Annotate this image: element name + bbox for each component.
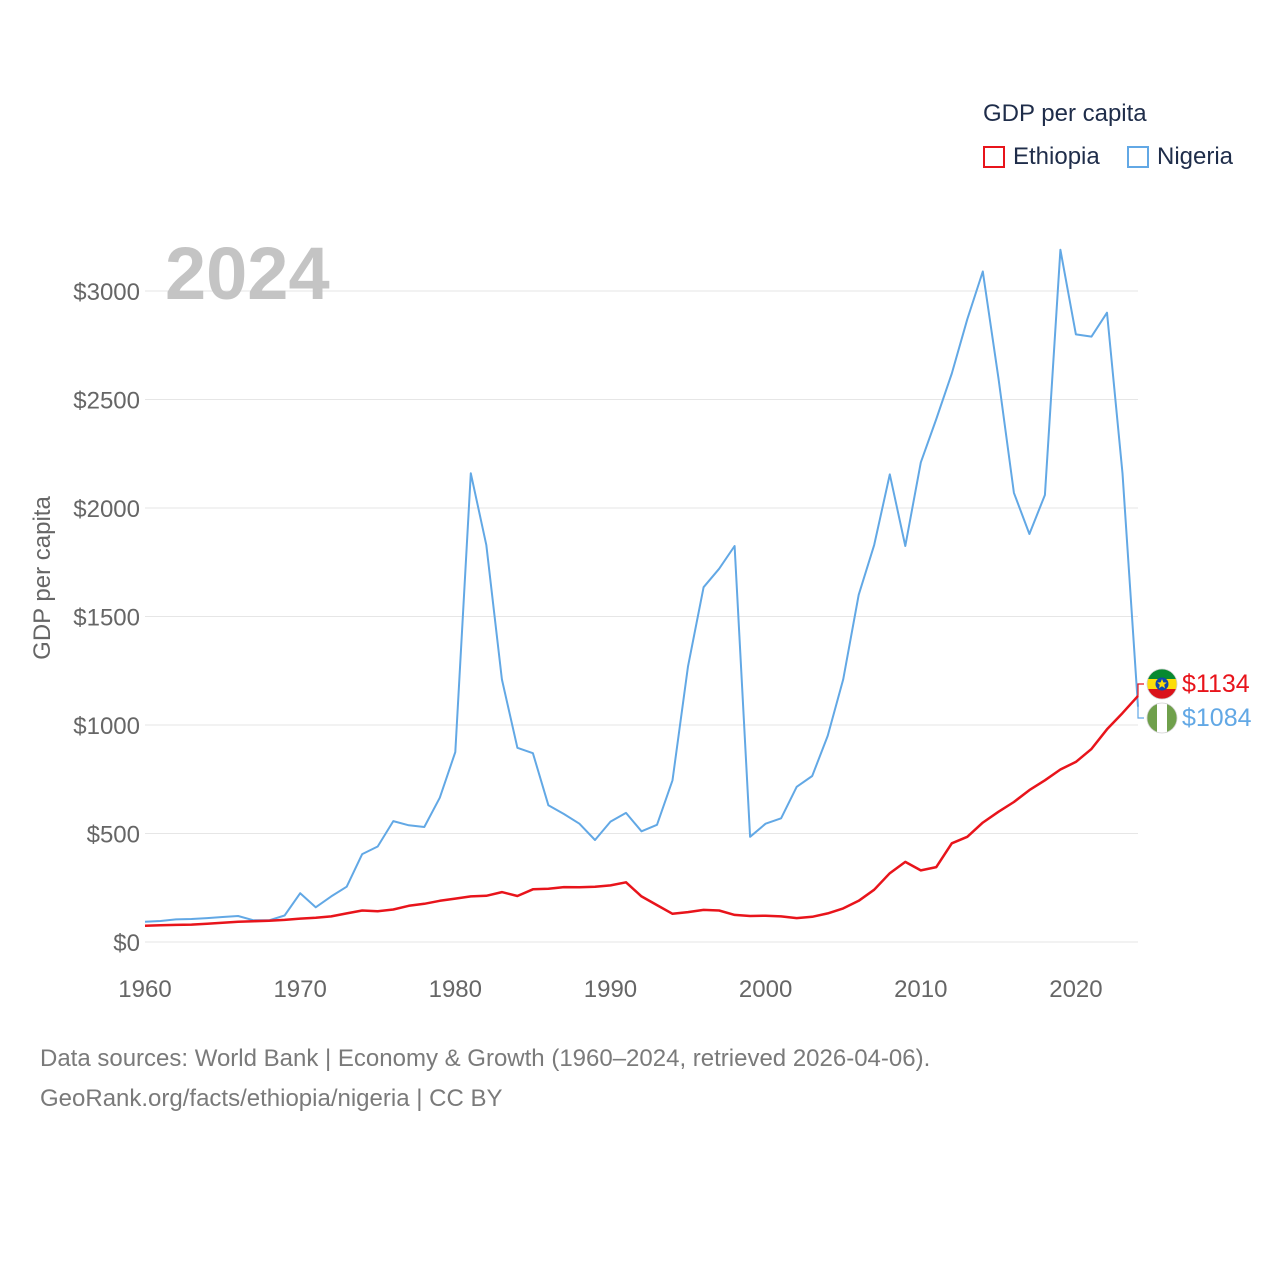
series-line-nigeria	[144, 248, 1139, 923]
footer-sources: Data sources: World Bank | Economy & Gro…	[40, 1045, 931, 1072]
series-line-ethiopia	[144, 695, 1139, 927]
x-tick-label: 1990	[584, 976, 637, 1003]
end-value-ethiopia: $1134	[1182, 670, 1250, 698]
y-tick-label: $1000	[73, 713, 140, 740]
y-tick-label: $500	[87, 822, 140, 849]
x-tick-label: 1980	[429, 976, 482, 1003]
x-axis-ticks: 1960 1970 1980 1990 2000 2010 2020	[118, 976, 1102, 1003]
footer-link[interactable]: GeoRank.org/facts/ethiopia/nigeria | CC …	[40, 1085, 503, 1112]
y-tick-label: $2000	[73, 496, 140, 523]
x-tick-label: 2010	[894, 976, 947, 1003]
ethiopia-flag-icon	[1146, 668, 1178, 700]
legend-label-ethiopia: Ethiopia	[1013, 143, 1100, 170]
legend-item-nigeria[interactable]: Nigeria	[1127, 143, 1233, 171]
y-tick-label: $0	[113, 930, 140, 957]
y-axis-label: GDP per capita	[29, 496, 56, 660]
grid-lines	[145, 290, 1138, 943]
legend-label-nigeria: Nigeria	[1157, 143, 1234, 170]
y-tick-label: $3000	[73, 279, 140, 306]
legend-swatch-ethiopia	[983, 146, 1005, 168]
x-tick-label: 1970	[273, 976, 326, 1003]
legend-swatch-nigeria	[1127, 146, 1149, 168]
y-tick-label: $1500	[73, 605, 140, 632]
y-axis-ticks: $0 $500 $1000 $1500 $2000 $2500 $3000	[73, 279, 140, 957]
end-markers: $1134 $1084	[1137, 668, 1252, 734]
y-tick-label: $2500	[73, 388, 140, 415]
year-watermark: 2024	[165, 232, 330, 315]
legend-item-ethiopia[interactable]: Ethiopia	[983, 143, 1100, 171]
nigeria-flag-icon	[1146, 702, 1178, 734]
x-tick-label: 1960	[118, 976, 171, 1003]
end-value-nigeria: $1084	[1182, 704, 1252, 732]
series-lines	[144, 248, 1139, 927]
legend-title: GDP per capita	[983, 100, 1147, 127]
end-connector	[1137, 683, 1144, 696]
x-tick-label: 2020	[1049, 976, 1102, 1003]
end-connector	[1137, 706, 1144, 719]
x-tick-label: 2000	[739, 976, 792, 1003]
